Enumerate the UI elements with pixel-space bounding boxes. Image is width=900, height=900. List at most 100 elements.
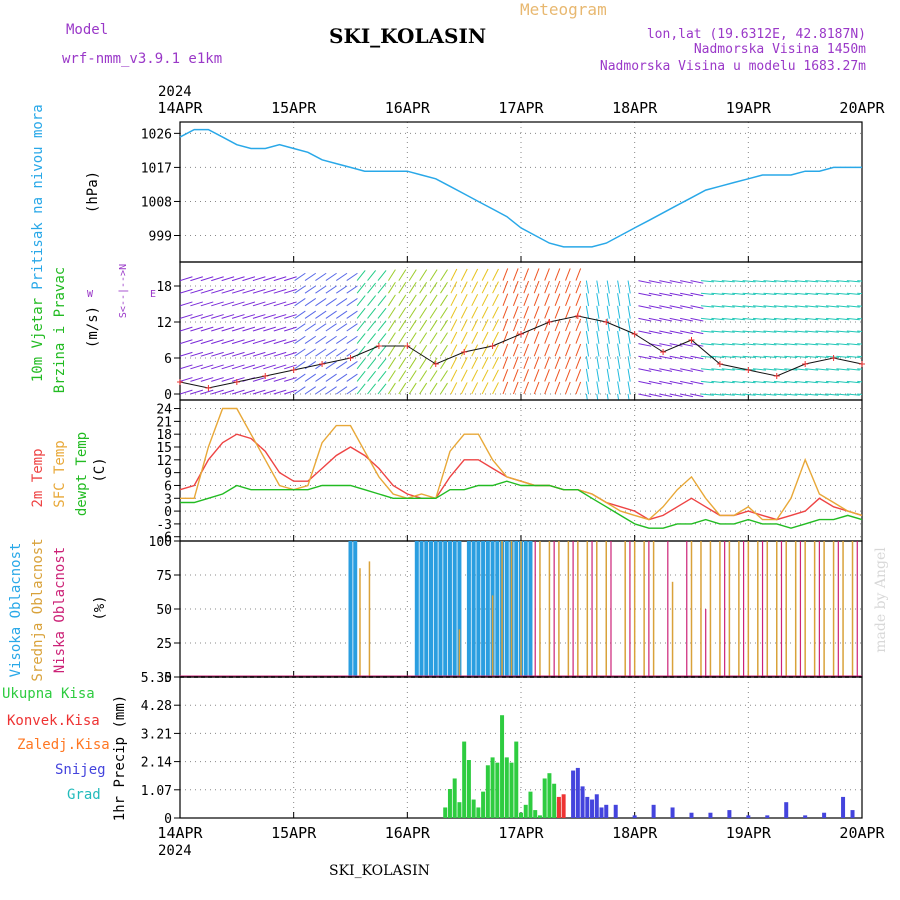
wind-barb	[336, 298, 348, 307]
wind-barb	[857, 393, 862, 395]
ytick-label: 18	[156, 428, 172, 443]
wind-barb	[492, 281, 499, 294]
wind-barb	[200, 314, 214, 319]
wind-gust-mark	[347, 355, 354, 361]
wind-barb	[180, 301, 193, 307]
wind-barb	[857, 330, 862, 332]
cloud-mid-bar	[510, 541, 513, 677]
wind-barb	[502, 369, 509, 382]
wind-barb	[315, 310, 327, 319]
wind-barb	[711, 330, 725, 333]
cloud-high-bar	[514, 541, 519, 677]
wind-barb	[512, 356, 519, 369]
wind-barb	[408, 319, 417, 332]
wind-barb	[387, 357, 396, 370]
wind-barb	[252, 351, 266, 357]
wind-barb	[356, 383, 366, 395]
wind-barb	[659, 317, 673, 322]
station-title: SKI_KOLASIN	[329, 24, 486, 48]
wind-barb	[857, 317, 862, 320]
wind-barb	[659, 393, 673, 398]
wind-barb	[711, 343, 725, 346]
wind-barb	[367, 270, 377, 281]
wind-barb	[596, 293, 600, 307]
cloud-high-bar	[476, 541, 481, 677]
wind-barb	[763, 317, 777, 321]
wind-barb	[606, 318, 610, 332]
cloud-high-bar	[419, 541, 424, 677]
wind-barb	[398, 307, 407, 319]
wind-barb	[273, 276, 287, 282]
wind-barb	[638, 305, 652, 309]
wind-barb	[315, 335, 327, 345]
wind-barb	[523, 293, 530, 306]
wind-barb	[669, 368, 683, 372]
precip-rain-bar	[528, 791, 533, 818]
wind-barb	[554, 331, 561, 344]
wind-barb	[846, 355, 860, 358]
wind-barb	[221, 326, 235, 332]
ytick-label: -6	[156, 531, 172, 546]
wind-barb	[242, 339, 256, 345]
wind-barb	[565, 369, 571, 382]
wind-barb	[554, 356, 561, 369]
wind-barb	[211, 288, 224, 294]
wind-barb	[304, 285, 317, 294]
wind-barb	[180, 339, 193, 345]
wind-barb	[533, 318, 540, 332]
wind-barb	[325, 285, 337, 294]
wind-barb	[784, 330, 798, 333]
wind-barb	[200, 288, 214, 294]
wind-barb	[429, 307, 438, 319]
wind-barb	[450, 268, 458, 281]
wind-barb	[846, 380, 860, 384]
wind-barb	[211, 301, 224, 307]
wind-barb	[294, 323, 306, 332]
precip-snow-bar	[590, 799, 595, 818]
wind-barb	[512, 293, 519, 306]
wind-barb	[450, 382, 458, 395]
time-label-bottom: 17APR	[498, 824, 544, 842]
ytick-label: 12	[156, 316, 172, 331]
wind-barb	[336, 373, 348, 382]
wind-barb	[304, 348, 317, 357]
wind-barb	[753, 317, 767, 321]
wind-barb	[533, 381, 540, 395]
wind-barb	[784, 280, 798, 283]
wind-barb	[242, 288, 256, 294]
ytick-label: 6	[164, 352, 172, 367]
wind-barb	[606, 381, 610, 395]
wind-barb	[481, 319, 489, 332]
wind-barb	[773, 305, 787, 308]
wind-barb	[200, 276, 214, 282]
wind-barb	[596, 343, 600, 357]
wind-barb	[627, 280, 631, 294]
cloud-mid-bar	[766, 541, 769, 677]
cloud-low-bar	[837, 541, 839, 677]
wind-barb	[512, 306, 519, 319]
precip-snow-bar	[632, 815, 637, 818]
wind-barb	[304, 310, 317, 319]
wind-barb	[408, 370, 417, 382]
precip-legend-item: Snijeg	[55, 762, 106, 778]
wind-barb	[408, 269, 417, 281]
time-axis-bottom: 14APR 15APR 16APR 17APR 18APR 19APR 20APR	[157, 824, 885, 842]
wind-barb	[523, 369, 530, 382]
wind-barb	[606, 330, 610, 344]
wind-gust-mark	[489, 343, 496, 349]
precip-snow-bar	[575, 767, 580, 818]
wind-barb	[669, 305, 683, 309]
wind-barb	[554, 268, 561, 281]
wind-barb	[284, 389, 297, 395]
wind-barb	[336, 323, 348, 332]
precip-rain-bar	[552, 783, 557, 818]
wind-barb	[481, 268, 489, 281]
wind-barb	[627, 305, 631, 319]
wind-barb	[429, 370, 438, 382]
cloud-mid-bar	[368, 561, 371, 677]
wind-barb	[408, 382, 417, 395]
wind-barb	[700, 393, 714, 396]
wind-barb	[836, 330, 850, 333]
wind-barb	[825, 343, 839, 346]
wind-barb	[638, 380, 652, 385]
